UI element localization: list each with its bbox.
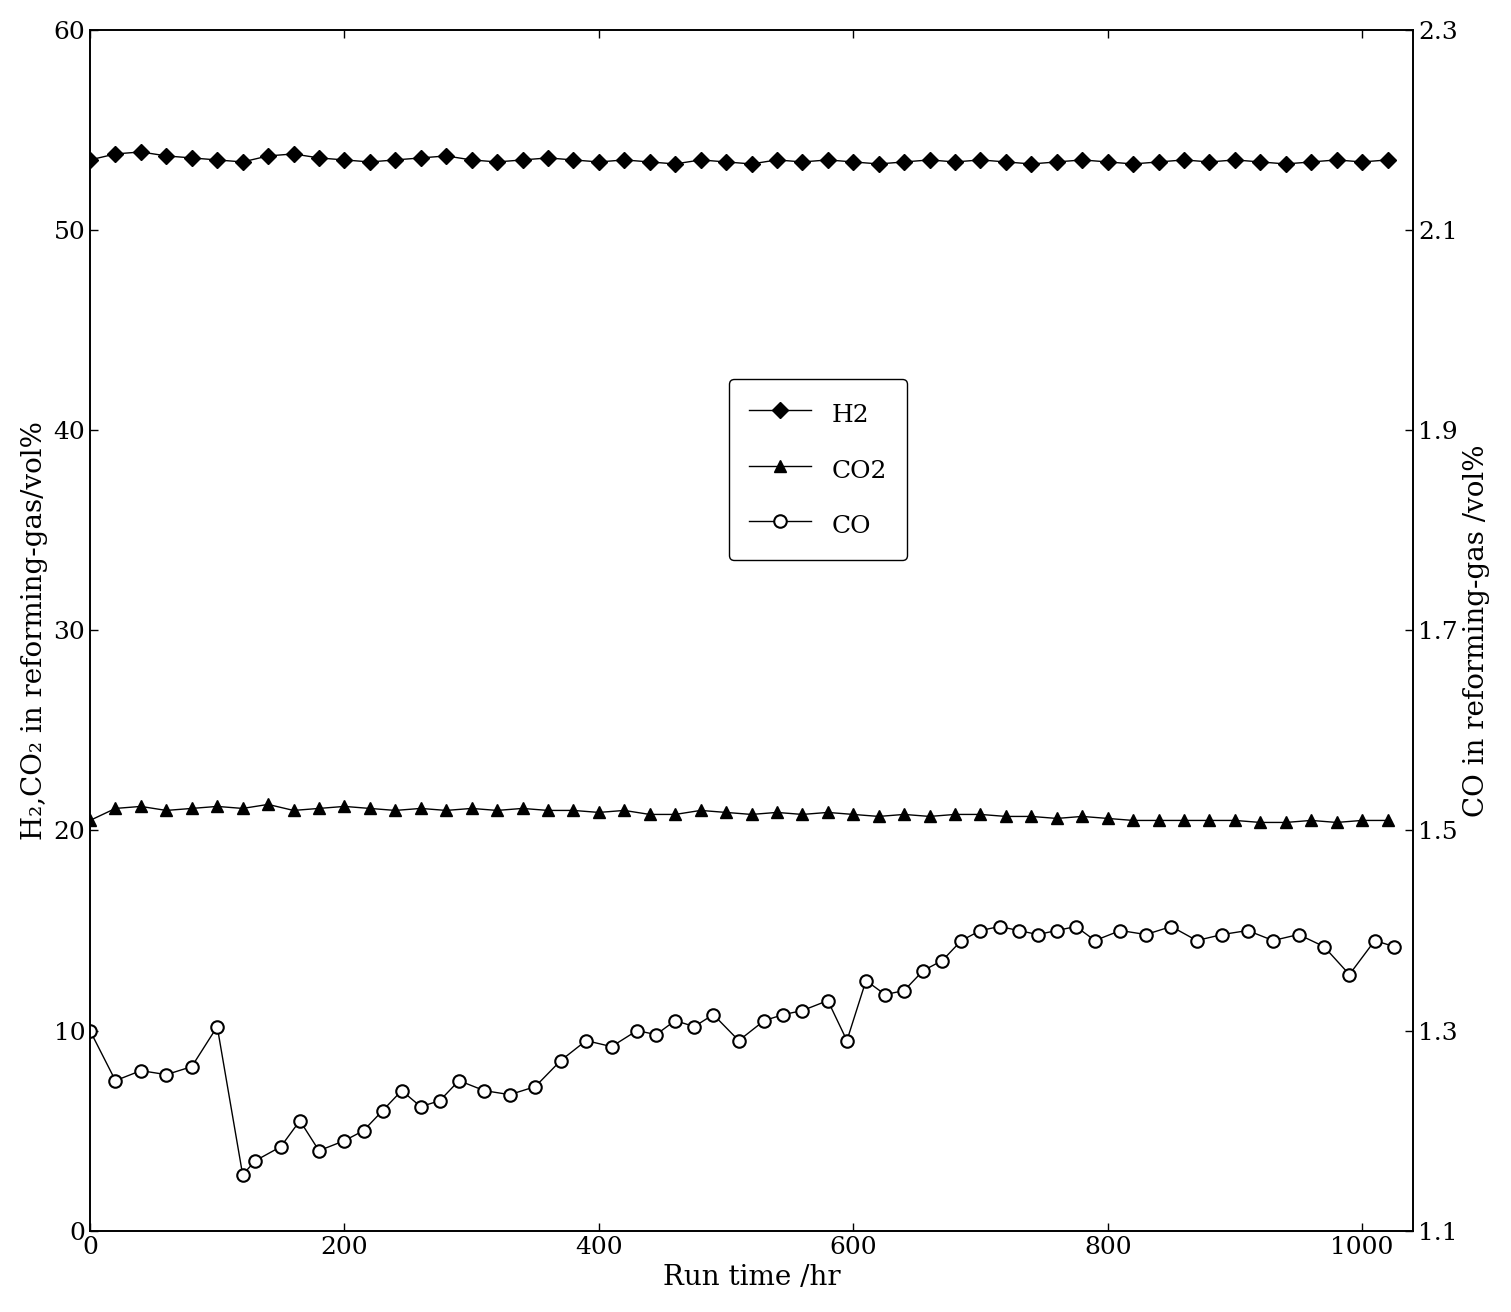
H2 [82,152,100,168]
CO2 [895,807,913,823]
Y-axis label: H₂,CO₂ in reforming-gas/vol%: H₂,CO₂ in reforming-gas/vol% [21,421,48,840]
H2 [666,156,684,172]
CO [234,1166,252,1182]
CO2 [1378,812,1396,828]
Line: CO2: CO2 [85,799,1393,828]
CO2 [793,807,811,823]
CO2 [1251,815,1269,830]
CO [431,1093,449,1109]
CO [526,1078,544,1094]
Y-axis label: CO in reforming-gas /vol%: CO in reforming-gas /vol% [1463,443,1490,816]
CO2 [564,803,582,819]
H2 [564,152,582,168]
H2 [209,152,227,168]
CO2 [82,812,100,828]
CO [476,1082,494,1098]
Line: H2: H2 [85,147,1393,169]
H2 [920,152,938,168]
H2 [1378,152,1396,168]
CO [1386,938,1404,954]
X-axis label: Run time /hr: Run time /hr [663,1265,840,1291]
H2 [742,156,760,172]
CO2 [183,800,201,816]
CO2 [258,796,277,812]
CO [82,1023,100,1039]
H2 [819,152,837,168]
H2 [131,144,150,160]
CO2 [718,804,736,820]
CO [335,1132,354,1148]
H2 [972,152,990,168]
CO [914,963,932,979]
CO [991,918,1009,934]
Legend: H2, CO2, CO: H2, CO2, CO [728,379,907,560]
Line: CO: CO [83,920,1401,1181]
CO [552,1052,570,1068]
CO2 [946,807,964,823]
